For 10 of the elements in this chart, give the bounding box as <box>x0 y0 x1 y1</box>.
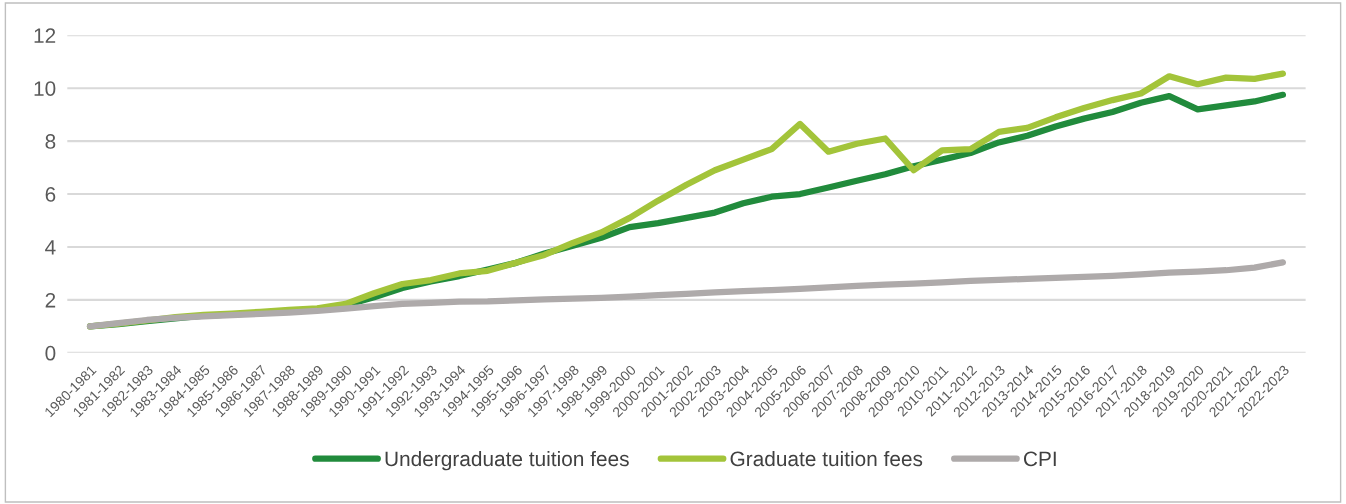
y-tick-label: 6 <box>45 187 56 202</box>
y-tick-label: 12 <box>34 28 56 43</box>
y-tick-label: 4 <box>45 240 56 255</box>
legend-label: CPI <box>1023 451 1056 467</box>
y-tick-label: 2 <box>45 292 56 308</box>
y-tick-label: 0 <box>45 345 56 361</box>
legend-label: Graduate tuition fees <box>730 450 923 467</box>
y-tick-label: 10 <box>34 81 56 96</box>
legend-label: Undergraduate tuition fees <box>385 450 629 471</box>
y-tick-label: 8 <box>45 134 56 149</box>
